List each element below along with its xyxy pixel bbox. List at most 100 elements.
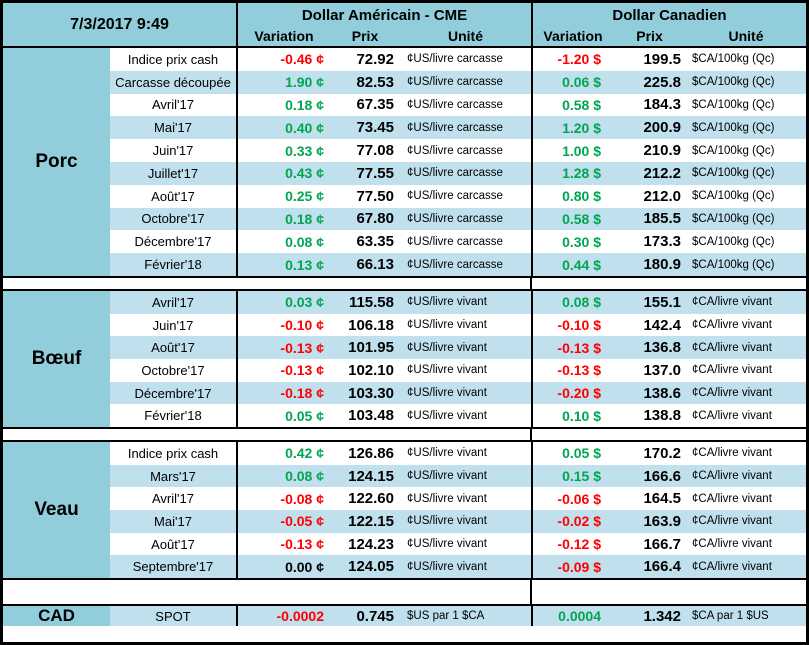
row-label: Décembre'17 [110,230,238,254]
us-unit-label: ¢US/livre vivant [407,447,487,460]
us-prix-value: 77.08 [356,142,394,160]
separator-divider [530,278,532,289]
us-unit-label: ¢US/livre carcasse [407,235,503,248]
ca-subheader-row: Variation Prix Unité [533,28,806,46]
table-row: Février'18 0.05 ¢ 103.48 ¢US/livre vivant 0.… [110,404,806,428]
ca-prix-value: 164.5 [643,490,681,508]
ca-unit-label: ¢CA/livre vivant [692,409,772,422]
row-label: Juin'17 [110,313,238,337]
row-label: Septembre'17 [110,555,238,579]
ca-variation-value: 0.10 $ [531,404,613,428]
category-label-veau: Veau [3,442,110,578]
ca-prix-value: 138.6 [643,384,681,402]
us-variation-value: 0.18 ¢ [285,210,324,227]
us-prix-value: 122.60 [348,490,394,508]
ca-unit-label: ¢CA/livre vivant [692,515,772,528]
ca-unite-column-header: Unité [728,28,764,44]
ca-prix-value: 166.6 [643,467,681,485]
us-prix-value: 126.86 [348,444,394,462]
table-body: Porc Indice prix cash -0.46 ¢ 72.92 ¢US/livr… [3,48,806,626]
ca-variation-value: -1.20 $ [531,48,613,71]
us-variation-value: 0.43 ¢ [285,165,324,182]
ca-variation-value: 0.30 $ [531,230,613,254]
us-variation-value: -0.18 ¢ [280,385,324,402]
row-label: Carcasse découpée [110,70,238,94]
us-variation-value: 0.03 ¢ [285,294,324,311]
row-label: Avril'17 [110,487,238,511]
ca-variation-value: -0.06 $ [531,487,613,511]
ca-unit-label: ¢CA/livre vivant [692,470,772,482]
us-unit-label: ¢US/livre carcasse [407,167,503,180]
ca-unit-label: $CA/100kg (Qc) [692,121,775,134]
row-label: Avril'17 [110,93,238,117]
ca-unit-label: ¢CA/livre vivant [692,364,772,377]
us-unit-label: ¢US/livre vivant [407,341,487,354]
us-prix-value: 102.10 [348,361,394,379]
us-unit-label: ¢US/livre vivant [407,470,487,482]
us-unit-label: ¢US/livre carcasse [407,53,503,66]
table-row: Octobre'17 0.18 ¢ 67.80 ¢US/livre carcasse 0… [110,207,806,231]
ca-unit-label: ¢CA/livre vivant [692,319,772,331]
ca-variation-value: 1.00 $ [531,139,613,162]
ca-variation-value: -0.09 $ [531,555,613,579]
us-variation-column-header: Variation [254,28,314,44]
us-unite-column-header: Unité [448,28,483,44]
row-label: Mars'17 [110,464,238,488]
ca-prix-value: 137.0 [643,361,681,379]
ca-unit-label: ¢CA/livre vivant [692,341,772,354]
ca-variation-value: 1.20 $ [531,116,613,140]
us-unit-label: ¢US/livre carcasse [407,98,503,111]
ca-prix-value: 212.2 [643,164,681,182]
ca-unit-label: $CA/100kg (Qc) [692,212,775,225]
us-prix-value: 124.05 [348,558,394,576]
ca-unit-label: ¢CA/livre vivant [692,447,772,460]
us-prix-value: 72.92 [356,50,394,68]
ca-prix-value: 163.9 [643,512,681,530]
category-label-bœuf: Bœuf [3,291,110,427]
separator-row [3,429,806,442]
ca-prix-value: 200.9 [643,119,681,137]
ca-prix-value: 1.342 [643,607,681,625]
ca-prix-value: 136.8 [643,339,681,357]
ca-prix-value: 210.9 [643,142,681,160]
us-unit-label: ¢US/livre carcasse [407,212,503,225]
table-row: Juillet'17 0.43 ¢ 77.55 ¢US/livre carcasse 1… [110,161,806,185]
us-unit-label: ¢US/livre carcasse [407,144,503,157]
us-variation-value: 0.00 ¢ [285,558,324,575]
ca-prix-value: 173.3 [643,233,681,251]
ca-variation-value: -0.13 $ [531,359,613,382]
ca-unit-label: $CA/100kg (Qc) [692,235,775,248]
us-prix-value: 124.15 [348,467,394,485]
us-prix-value: 124.23 [348,535,394,553]
us-unit-label: ¢US/livre carcasse [407,190,503,203]
section-rows: Avril'17 0.03 ¢ 115.58 ¢US/livre vivant 0.08… [110,291,806,428]
us-unit-label: ¢US/livre vivant [407,560,487,573]
ca-prix-value: 166.7 [643,535,681,553]
ca-unit-label: $CA/100kg (Qc) [692,258,775,271]
us-prix-value: 66.13 [356,256,394,274]
ca-dollar-header-group: Dollar Canadien Variation Prix Unité [531,3,806,46]
section-bœuf: Bœuf Avril'17 0.03 ¢ 115.58 ¢US/livre vivant… [3,291,806,429]
row-label: Février'18 [110,253,238,276]
us-prix-value: 67.80 [356,210,394,228]
us-variation-value: 0.40 ¢ [285,119,324,136]
table-row: Octobre'17 -0.13 ¢ 102.10 ¢US/livre vivant -… [110,359,806,382]
ca-unit-label: ¢CA/livre vivant [692,560,772,573]
table-row: Septembre'17 0.00 ¢ 124.05 ¢US/livre vivant… [110,555,806,579]
table-row: Indice prix cash 0.42 ¢ 126.86 ¢US/livre vi… [110,442,806,465]
us-variation-value: 0.33 ¢ [285,142,324,159]
ca-variation-value: 1.28 $ [531,161,613,185]
us-variation-value: 0.08 ¢ [285,468,324,484]
us-variation-value: 0.42 ¢ [285,445,324,462]
table-row: Août'17 0.25 ¢ 77.50 ¢US/livre carcasse 0.80… [110,184,806,208]
separator-row [3,278,806,291]
us-variation-value: -0.46 ¢ [280,51,324,68]
ca-variation-value: -0.20 $ [531,381,613,405]
table-row: Décembre'17 -0.18 ¢ 103.30 ¢US/livre vivant… [110,381,806,405]
category-label-cad: CAD [3,606,110,626]
row-label: Juillet'17 [110,161,238,185]
ca-prix-value: 225.8 [643,73,681,91]
table-row: Août'17 -0.13 ¢ 124.23 ¢US/livre vivant -0.1… [110,532,806,556]
ca-unit-label: ¢CA/livre vivant [692,387,772,400]
separator-row [3,580,806,606]
